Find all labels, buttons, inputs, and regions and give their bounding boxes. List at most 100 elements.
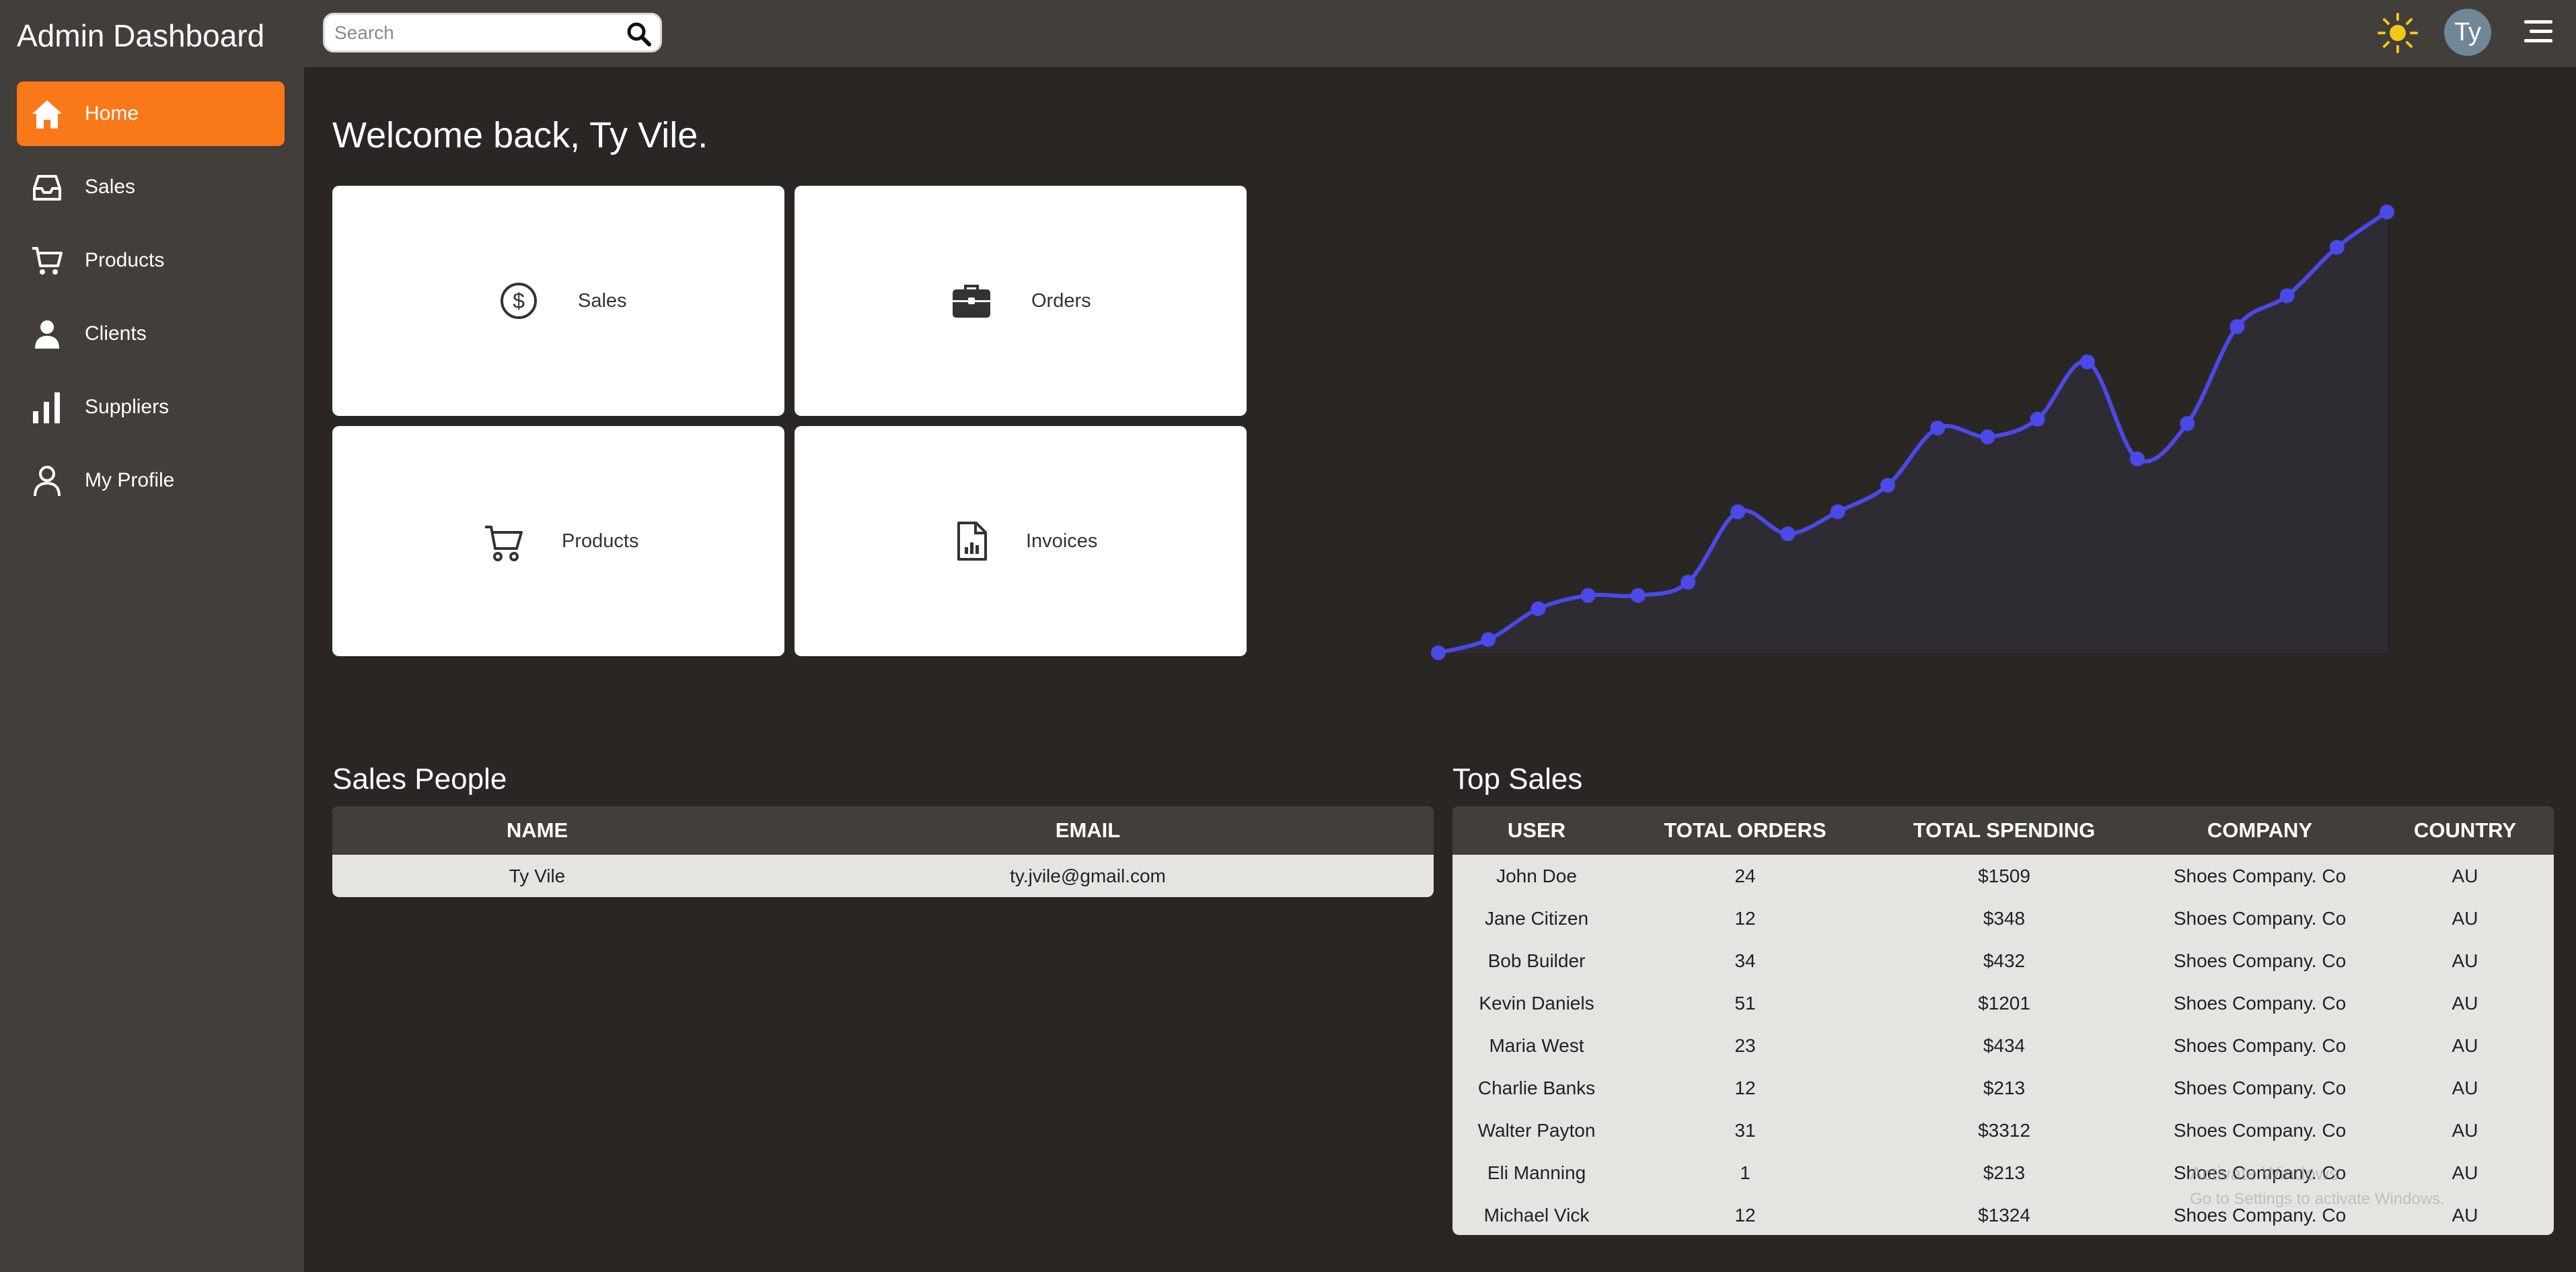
table-cell: AU xyxy=(2452,1205,2478,1226)
table-cell: $213 xyxy=(1983,1077,2026,1098)
table-cell: Jane Citizen xyxy=(1484,908,1589,929)
tile-label: Invoices xyxy=(1026,530,1098,552)
table-row: Bob Builder 34 $432 Shoes Company. Co AU xyxy=(1452,940,2554,982)
sidebar-item-my-profile[interactable]: My Profile xyxy=(17,448,285,513)
search-box[interactable] xyxy=(323,13,662,52)
chart-point[interactable] xyxy=(1930,420,1946,435)
chart-point[interactable] xyxy=(2230,319,2245,334)
table-cell: $1324 xyxy=(1978,1205,2030,1226)
tile-products[interactable]: Products xyxy=(332,426,784,656)
table-cell: 51 xyxy=(1734,993,1756,1014)
chart-point[interactable] xyxy=(1580,588,1596,603)
table-cell: Shoes Company. Co xyxy=(2173,1205,2347,1226)
app-title: Admin Dashboard xyxy=(17,18,265,53)
search-input[interactable] xyxy=(334,20,617,46)
table-cell: $213 xyxy=(1983,1162,2026,1183)
sidebar-item-sales[interactable]: Sales xyxy=(17,155,285,219)
chart-point[interactable] xyxy=(2129,451,2145,466)
table-cell: AU xyxy=(2452,1120,2478,1141)
column-header[interactable]: COUNTRY xyxy=(2413,818,2517,842)
avatar[interactable]: Ty xyxy=(2444,9,2491,56)
chart-point[interactable] xyxy=(1880,478,1895,493)
inbox-icon xyxy=(33,175,61,201)
column-header[interactable]: COMPANY xyxy=(2207,818,2313,842)
chart-point[interactable] xyxy=(1681,575,1696,590)
sidebar-item-clients[interactable]: Clients xyxy=(17,302,285,366)
chart-point[interactable] xyxy=(1980,429,1995,445)
table-cell: $1509 xyxy=(1978,865,2030,886)
table-cell: Walter Payton xyxy=(1477,1120,1596,1141)
tile-label: Products xyxy=(562,530,639,552)
sidebar-item-label: Products xyxy=(85,249,165,271)
svg-text:$: $ xyxy=(513,289,525,313)
chart-area-fill xyxy=(1438,212,2387,653)
table-cell: 31 xyxy=(1734,1120,1756,1141)
chart-point[interactable] xyxy=(1830,504,1845,520)
chart-point[interactable] xyxy=(1481,632,1496,647)
sales-people-table: NAME EMAIL Ty Vile ty.jvile@gmail.com xyxy=(332,806,1434,897)
chart-point[interactable] xyxy=(2380,205,2394,219)
table-cell: AU xyxy=(2452,1077,2478,1098)
table-row: Jane Citizen 12 $348 Shoes Company. Co AU xyxy=(1452,897,2554,940)
chart-point[interactable] xyxy=(1780,526,1796,542)
table-row: Charlie Banks 12 $213 Shoes Company. Co AU xyxy=(1452,1067,2554,1109)
search-icon[interactable] xyxy=(626,21,653,48)
chart-point[interactable] xyxy=(1630,588,1646,603)
tile-orders[interactable]: Orders xyxy=(795,186,1247,416)
chart-point[interactable] xyxy=(2030,411,2045,427)
tile-invoices[interactable]: Invoices xyxy=(795,426,1247,656)
sidebar-item-label: Home xyxy=(85,102,139,125)
sidebar-item-suppliers[interactable]: Suppliers xyxy=(17,375,285,439)
column-header[interactable]: NAME xyxy=(506,818,568,842)
table-cell: AU xyxy=(2452,908,2478,929)
table-cell: AU xyxy=(2452,950,2478,971)
column-header[interactable]: TOTAL SPENDING xyxy=(1913,818,2096,842)
sidebar-item-label: Suppliers xyxy=(85,396,170,418)
user-outline-icon xyxy=(34,466,61,497)
table-cell: Ty Vile xyxy=(509,865,566,886)
table-cell: Kevin Daniels xyxy=(1479,993,1594,1014)
table-cell: Eli Manning xyxy=(1487,1162,1586,1183)
table-cell: John Doe xyxy=(1496,865,1577,886)
table-row: Kevin Daniels 51 $1201 Shoes Company. Co AU xyxy=(1452,982,2554,1024)
column-header[interactable]: TOTAL ORDERS xyxy=(1664,818,1827,842)
bar-chart-icon xyxy=(33,392,60,423)
table-cell: 24 xyxy=(1734,865,1756,886)
table-cell: $348 xyxy=(1983,908,2026,929)
chart-point[interactable] xyxy=(2080,354,2095,369)
chart-point[interactable] xyxy=(2180,416,2195,431)
invoice-icon xyxy=(957,522,987,561)
table-cell: 12 xyxy=(1734,1205,1756,1226)
top-sales-table: USER TOTAL ORDERS TOTAL SPENDING COMPANY COU… xyxy=(1452,806,2554,1235)
sun-icon[interactable] xyxy=(2377,12,2419,54)
sidebar-item-products[interactable]: Products xyxy=(17,228,285,293)
chart-point[interactable] xyxy=(1730,504,1746,520)
table-cell: Shoes Company. Co xyxy=(2173,1035,2347,1056)
table-cell: 12 xyxy=(1734,1077,1756,1098)
column-header[interactable]: EMAIL xyxy=(1055,818,1121,842)
table-cell: Shoes Company. Co xyxy=(2173,908,2347,929)
watermark-line-1: Activate Windows xyxy=(2190,1163,2339,1184)
table-cell: $434 xyxy=(1983,1035,2026,1056)
table-cell: Shoes Company. Co xyxy=(2173,993,2347,1014)
chart-point[interactable] xyxy=(2329,240,2345,255)
table-cell: Shoes Company. Co xyxy=(2173,1120,2347,1141)
chart-svg xyxy=(1431,205,2394,660)
table-header: NAME EMAIL xyxy=(332,806,1434,855)
menu-icon[interactable] xyxy=(2524,19,2552,44)
table-cell: ty.jvile@gmail.com xyxy=(1010,865,1166,886)
sidebar-item-home[interactable]: Home xyxy=(17,81,285,146)
table-row: Eli Manning 1 $213 Shoes Company. Co AU xyxy=(1452,1152,2554,1194)
sidebar-item-label: Clients xyxy=(85,322,147,345)
table-header: USER TOTAL ORDERS TOTAL SPENDING COMPANY COU… xyxy=(1452,806,2554,855)
table-cell: $3312 xyxy=(1978,1120,2030,1141)
table-cell: Shoes Company. Co xyxy=(2173,1162,2347,1183)
chart-point[interactable] xyxy=(2279,288,2295,304)
column-header[interactable]: USER xyxy=(1507,818,1566,842)
chart-point[interactable] xyxy=(1431,645,1446,660)
table-cell: 12 xyxy=(1734,908,1756,929)
table-cell: AU xyxy=(2452,865,2478,886)
tile-sales[interactable]: $ Sales xyxy=(332,186,784,416)
chart-point[interactable] xyxy=(1531,601,1546,616)
